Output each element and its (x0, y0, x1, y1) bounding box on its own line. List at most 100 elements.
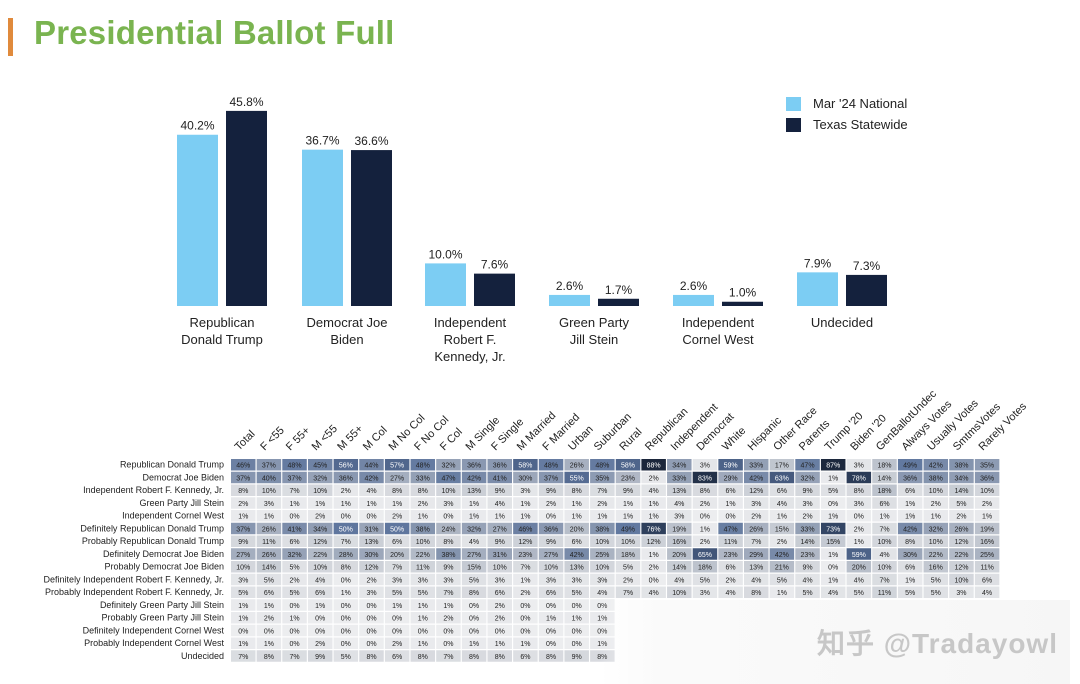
table-cell-value: 9% (623, 488, 633, 495)
table-cell (872, 471, 897, 484)
bar-national-1 (302, 149, 343, 306)
table-cell (564, 548, 589, 560)
table-cell (461, 497, 487, 509)
table-cell (487, 497, 512, 509)
table-cell-value: 0% (828, 501, 838, 508)
table-cell-value: 22% (313, 552, 327, 559)
table-cell (487, 471, 512, 484)
table-cell-value: 4% (879, 552, 889, 559)
table-cell (487, 522, 512, 535)
table-cell (231, 650, 256, 662)
table-cell (359, 650, 384, 662)
table-cell (333, 599, 359, 611)
table-cell (538, 624, 564, 637)
table-cell-value: 2% (264, 616, 274, 623)
bar-texas-4 (722, 301, 763, 306)
table-cell-value: 1% (264, 641, 274, 648)
table-cell-value: 12% (647, 539, 661, 546)
table-cell-value: 10% (621, 539, 635, 546)
table-cell-value: 0% (469, 603, 479, 610)
table-cell (846, 586, 872, 598)
table-cell (897, 573, 923, 586)
table-cell-value: 8% (418, 654, 428, 661)
table-cell (436, 535, 461, 547)
table-cell (436, 624, 461, 637)
table-cell (282, 497, 307, 509)
category-label: Jill Stein (570, 332, 618, 347)
table-cell (487, 637, 512, 649)
table-cell (384, 497, 410, 509)
table-cell-value: 8% (392, 488, 402, 495)
bar-texas-3 (598, 298, 639, 306)
table-cell (307, 535, 333, 547)
table-cell-value: 1% (392, 501, 402, 508)
table-cell (359, 510, 384, 522)
table-cell-value: 10% (236, 565, 250, 572)
table-cell (538, 535, 564, 547)
table-cell (923, 573, 949, 586)
table-cell (410, 471, 436, 484)
table-cell-value: 4% (366, 488, 376, 495)
table-cell-value: 33% (749, 463, 763, 470)
table-cell-value: 0% (289, 628, 299, 635)
row-label: Democrat Joe Biden (142, 472, 224, 482)
table-cell-value: 5% (572, 590, 582, 597)
table-cell (641, 535, 666, 547)
table-cell-value: 47% (441, 475, 455, 482)
table-cell-value: 34% (954, 475, 968, 482)
table-cell-value: 1% (982, 514, 992, 521)
table-cell-value: 1% (726, 501, 736, 508)
table-cell (846, 535, 872, 547)
table-cell (615, 510, 641, 522)
table-cell-value: 33% (416, 475, 430, 482)
table-cell (820, 471, 846, 484)
table-cell-value: 6% (726, 565, 736, 572)
table-cell (615, 522, 641, 535)
table-cell-value: 0% (469, 628, 479, 635)
table-cell (974, 522, 1000, 535)
table-cell-value: 1% (828, 514, 838, 521)
table-cell (436, 561, 461, 573)
table-cell-value: 42% (775, 552, 789, 559)
table-cell (256, 612, 282, 624)
table-cell-value: 7% (443, 654, 453, 661)
table-cell (333, 612, 359, 624)
table-cell (282, 573, 307, 586)
table-cell-value: 0% (546, 603, 556, 610)
table-cell (436, 471, 461, 484)
table-cell-value: 30% (518, 475, 532, 482)
table-cell-value: 2% (315, 641, 325, 648)
table-cell (692, 535, 718, 547)
table-cell-value: 50% (390, 526, 404, 533)
table-cell-value: 36% (467, 463, 481, 470)
table-cell (384, 548, 410, 560)
table-cell-value: 3% (854, 463, 864, 470)
table-cell (461, 522, 487, 535)
table-cell-value: 7% (520, 565, 530, 572)
table-cell-value: 4% (649, 488, 659, 495)
table-cell-value: 1% (854, 539, 864, 546)
table-cell (410, 548, 436, 560)
page-title: Presidential Ballot Full (34, 14, 395, 51)
table-cell-value: 2% (495, 603, 505, 610)
table-cell-value: 0% (341, 628, 351, 635)
table-cell-value: 37% (544, 475, 558, 482)
table-cell-value: 0% (341, 603, 351, 610)
table-cell-value: 83% (698, 475, 712, 482)
table-cell-value: 6% (289, 539, 299, 546)
table-cell (256, 471, 282, 484)
table-cell-value: 32% (467, 526, 481, 533)
table-cell (333, 484, 359, 496)
table-cell (307, 548, 333, 560)
table-cell (359, 624, 384, 637)
table-cell-value: 0% (264, 628, 274, 635)
table-cell-value: 6% (546, 590, 556, 597)
table-cell-value: 1% (341, 590, 351, 597)
table-cell (641, 522, 666, 535)
table-cell-value: 8% (546, 654, 556, 661)
table-cell (923, 459, 949, 471)
table-cell-value: 2% (649, 475, 659, 482)
table-cell (949, 484, 974, 496)
table-cell-value: 1% (469, 514, 479, 521)
table-cell (513, 535, 538, 547)
